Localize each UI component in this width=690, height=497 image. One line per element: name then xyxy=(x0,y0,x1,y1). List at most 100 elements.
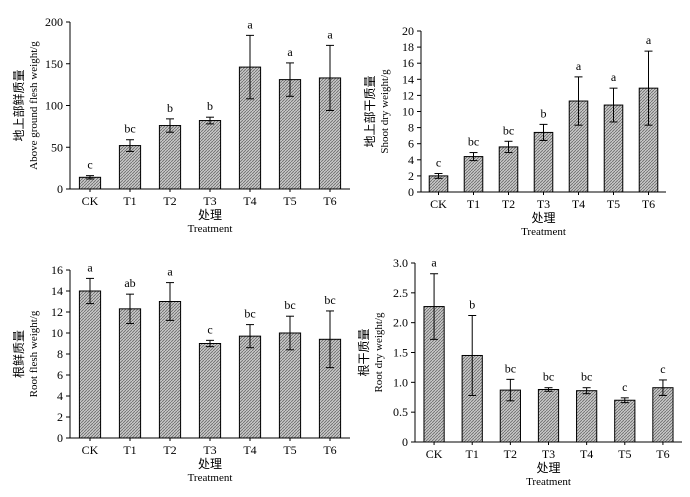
bar-T2 xyxy=(158,301,182,439)
significance-letter: a xyxy=(611,70,617,84)
x-tick-label: T3 xyxy=(537,197,550,211)
y-tick-label: 0 xyxy=(57,182,63,196)
y-tick-label: 12 xyxy=(51,305,63,319)
significance-letter: ab xyxy=(124,276,135,290)
significance-letter: b xyxy=(207,99,213,113)
y-tick-label: 2 xyxy=(408,169,414,183)
chart-2: 0 2 4 6 8 10 12 14 16 18 20 c CK bc T1 bc T2 b T3 a T4 a T5 a T6… xyxy=(362,24,666,238)
x-tick-label: T4 xyxy=(572,197,585,211)
x-axis-label-cn: 处理 xyxy=(536,461,560,475)
bar-T5 xyxy=(614,399,636,443)
y-tick-label: 0 xyxy=(408,185,414,199)
y-axis-label-en: Shoot dry weight/g xyxy=(379,69,391,154)
y-tick-label: 100 xyxy=(45,99,63,113)
y-tick-label: 16 xyxy=(51,263,63,277)
significance-letter: bc xyxy=(581,370,592,384)
x-tick-label: T1 xyxy=(467,197,480,211)
x-tick-label: T5 xyxy=(607,197,620,211)
y-axis-label-cn: 根干质量 xyxy=(357,328,371,376)
x-tick-label: CK xyxy=(82,194,99,208)
y-tick-label: 150 xyxy=(45,57,63,71)
bar-T4 xyxy=(238,335,262,439)
x-axis-label-cn: 处理 xyxy=(198,208,222,222)
significance-letter: a xyxy=(327,27,333,41)
significance-letter: a xyxy=(431,256,437,270)
x-tick-label: T2 xyxy=(504,447,517,461)
bar-T3 xyxy=(198,343,222,439)
x-tick-label: T5 xyxy=(283,443,296,457)
y-axis-label-cn: 地上部干质量 xyxy=(362,75,377,147)
x-tick-label: T2 xyxy=(163,443,176,457)
significance-letter: bc xyxy=(503,123,514,137)
bar-T3 xyxy=(533,131,554,193)
x-axis-label-en: Treatment xyxy=(526,476,571,488)
significance-letter: b xyxy=(469,298,475,312)
y-tick-label: 16 xyxy=(402,56,414,70)
x-tick-label: T3 xyxy=(542,447,555,461)
significance-letter: c xyxy=(207,322,212,336)
bar-T1 xyxy=(118,308,142,439)
x-tick-label: T1 xyxy=(466,447,479,461)
x-tick-label: T1 xyxy=(123,194,136,208)
y-tick-label: 0 xyxy=(402,435,408,449)
x-tick-label: T5 xyxy=(618,447,631,461)
y-tick-label: 2 xyxy=(57,410,63,424)
chart-1: 0 50 100 150 200 c CK bc T1 b T2 b T3 a T4 a T5 a T6 处理Trea… xyxy=(11,15,350,235)
significance-letter: a xyxy=(87,260,93,274)
significance-letter: c xyxy=(436,155,441,169)
significance-letter: a xyxy=(247,17,253,31)
x-tick-label: CK xyxy=(430,197,447,211)
bar-T2 xyxy=(498,146,519,193)
y-tick-label: 1.0 xyxy=(393,375,408,389)
significance-letter: c xyxy=(622,380,627,394)
x-tick-label: T2 xyxy=(502,197,515,211)
y-tick-label: 6 xyxy=(57,368,63,382)
bar-T3 xyxy=(198,120,222,190)
x-tick-label: T6 xyxy=(642,197,655,211)
x-axis-label-en: Treatment xyxy=(188,472,233,484)
y-tick-label: 4 xyxy=(57,389,63,403)
significance-letter: a xyxy=(167,265,173,279)
x-axis-label-en: Treatment xyxy=(521,226,566,238)
significance-letter: a xyxy=(287,45,293,59)
y-tick-label: 50 xyxy=(51,140,63,154)
y-tick-label: 12 xyxy=(402,88,414,102)
bar-T1 xyxy=(463,156,484,193)
y-tick-label: 0.5 xyxy=(393,405,408,419)
significance-letter: bc xyxy=(324,293,335,307)
x-tick-label: T4 xyxy=(580,447,593,461)
x-tick-label: T4 xyxy=(243,194,256,208)
y-tick-label: 0 xyxy=(57,431,63,445)
y-tick-label: 4 xyxy=(408,153,414,167)
x-tick-label: T6 xyxy=(323,194,336,208)
y-tick-label: 8 xyxy=(408,121,414,135)
significance-letter: c xyxy=(660,362,665,376)
y-axis-label-en: Root flesh weight/g xyxy=(28,310,40,397)
bar-CK xyxy=(78,290,102,439)
y-tick-label: 20 xyxy=(402,24,414,38)
x-axis-label-cn: 处理 xyxy=(198,457,222,471)
significance-letter: bc xyxy=(284,298,295,312)
x-tick-label: T6 xyxy=(656,447,669,461)
y-tick-label: 18 xyxy=(402,40,414,54)
x-axis-label-cn: 处理 xyxy=(531,211,555,225)
significance-letter: bc xyxy=(124,122,135,136)
y-axis-label-cn: 地上部鲜质量 xyxy=(11,69,26,141)
x-tick-label: T4 xyxy=(243,443,256,457)
x-tick-label: T6 xyxy=(323,443,336,457)
y-tick-label: 1.5 xyxy=(393,346,408,360)
y-tick-label: 200 xyxy=(45,15,63,29)
y-tick-label: 3.0 xyxy=(393,256,408,270)
significance-letter: a xyxy=(576,59,582,73)
x-tick-label: T3 xyxy=(203,194,216,208)
x-tick-label: T3 xyxy=(203,443,216,457)
y-tick-label: 8 xyxy=(57,347,63,361)
significance-letter: bc xyxy=(468,135,479,149)
y-axis-label-en: Root dry weight/g xyxy=(373,312,385,393)
bar-T2 xyxy=(158,125,182,190)
y-axis-label-en: Above ground flesh weight/g xyxy=(28,41,40,170)
bar-T1 xyxy=(118,145,142,190)
y-tick-label: 10 xyxy=(402,105,414,119)
y-tick-label: 2.0 xyxy=(393,316,408,330)
